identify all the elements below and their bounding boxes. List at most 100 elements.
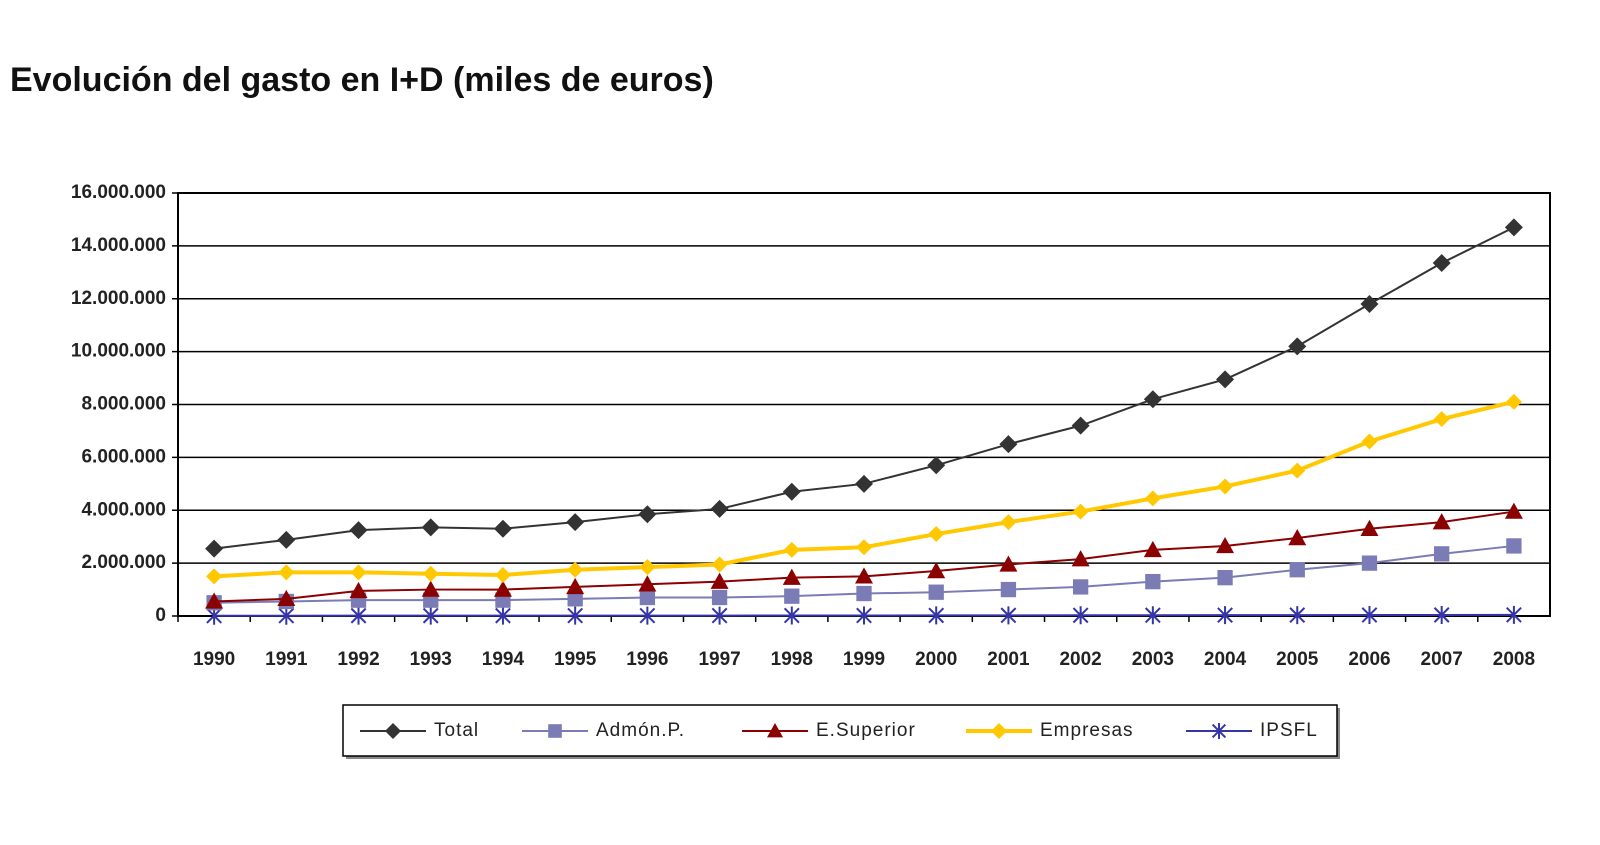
legend-label: IPSFL	[1260, 720, 1318, 741]
marker	[422, 565, 439, 582]
marker	[1434, 546, 1450, 562]
marker	[711, 556, 728, 573]
marker	[349, 581, 368, 599]
legend-item: Empresas	[966, 720, 1134, 741]
marker	[1289, 462, 1306, 479]
y-tick-label: 12.000.000	[71, 288, 166, 309]
marker	[1504, 218, 1523, 237]
marker	[385, 723, 401, 739]
x-tick-label: 1993	[410, 649, 452, 670]
y-tick-label: 14.000.000	[71, 235, 166, 256]
marker	[1289, 606, 1306, 625]
marker	[277, 589, 296, 607]
marker	[1071, 416, 1090, 435]
marker	[421, 518, 440, 537]
marker	[767, 723, 783, 738]
marker	[639, 589, 656, 606]
x-tick-label: 2000	[915, 649, 957, 670]
y-tick-label: 4.000.000	[81, 499, 166, 520]
marker	[493, 519, 512, 538]
marker	[1000, 606, 1017, 625]
marker	[1506, 538, 1522, 554]
marker	[1361, 555, 1378, 571]
legend-label: Empresas	[1040, 720, 1134, 741]
marker	[566, 513, 585, 532]
x-tick-label: 2002	[1059, 649, 1101, 670]
marker	[1216, 536, 1235, 554]
marker	[1211, 723, 1227, 739]
marker	[1143, 540, 1162, 558]
y-tick-label: 10.000.000	[71, 341, 166, 362]
series-line	[213, 226, 1515, 550]
marker	[350, 564, 367, 581]
legend-label: Admón.P.	[596, 720, 685, 741]
marker	[855, 474, 873, 493]
x-tick-label: 1998	[771, 649, 813, 670]
marker	[856, 539, 872, 556]
marker	[349, 521, 368, 540]
marker	[495, 606, 511, 625]
x-tick-label: 2004	[1204, 649, 1247, 670]
marker	[548, 724, 562, 738]
legend-label: Total	[434, 720, 479, 741]
x-tick-label: 1990	[193, 649, 235, 670]
marker	[638, 575, 657, 592]
marker	[421, 580, 440, 597]
marker	[856, 606, 872, 625]
legend-box	[342, 704, 1338, 757]
marker	[350, 606, 367, 625]
marker	[639, 606, 656, 625]
marker	[1072, 579, 1089, 595]
marker	[1360, 295, 1379, 314]
legend-item: Admón.P.	[522, 720, 685, 741]
legend-item: IPSFL	[1186, 720, 1318, 741]
y-tick-label: 6.000.000	[81, 446, 166, 467]
marker	[1432, 513, 1451, 530]
marker	[1216, 370, 1235, 389]
marker	[1361, 433, 1378, 450]
y-tick-label: 8.000.000	[81, 394, 166, 415]
marker	[928, 526, 945, 543]
marker	[1000, 514, 1017, 531]
marker	[782, 482, 801, 501]
marker	[1433, 605, 1450, 624]
legend-item: Total	[360, 720, 479, 741]
x-tick-label: 1999	[843, 649, 885, 670]
marker	[566, 577, 585, 595]
marker	[639, 559, 656, 576]
marker	[1505, 605, 1522, 624]
x-tick-label: 2006	[1348, 649, 1390, 670]
marker	[927, 562, 946, 579]
x-tick-label: 2001	[987, 649, 1030, 670]
marker	[1217, 478, 1234, 495]
x-tick-label: 2005	[1276, 649, 1319, 670]
marker	[1504, 502, 1523, 519]
marker	[205, 592, 224, 609]
marker	[205, 539, 224, 558]
marker	[638, 505, 657, 524]
marker	[1432, 254, 1451, 273]
marker	[783, 606, 800, 625]
marker	[278, 564, 295, 581]
marker	[278, 606, 295, 625]
y-tick-label: 2.000.000	[81, 552, 166, 573]
x-tick-label: 2003	[1132, 649, 1174, 670]
x-tick-label: 1996	[626, 649, 668, 670]
marker	[1289, 562, 1305, 578]
legend-item: E.Superior	[742, 720, 915, 741]
marker	[710, 499, 729, 518]
chart-title: Evolución del gasto en I+D (miles de eur…	[10, 61, 714, 99]
marker	[1433, 411, 1450, 428]
marker	[999, 555, 1018, 572]
marker	[1217, 570, 1233, 586]
marker	[1360, 519, 1379, 536]
marker	[784, 588, 800, 604]
marker	[710, 572, 729, 589]
marker	[567, 591, 583, 607]
x-tick-label: 2008	[1493, 649, 1535, 670]
marker	[1145, 573, 1161, 590]
marker	[1288, 337, 1307, 356]
marker	[928, 584, 944, 600]
